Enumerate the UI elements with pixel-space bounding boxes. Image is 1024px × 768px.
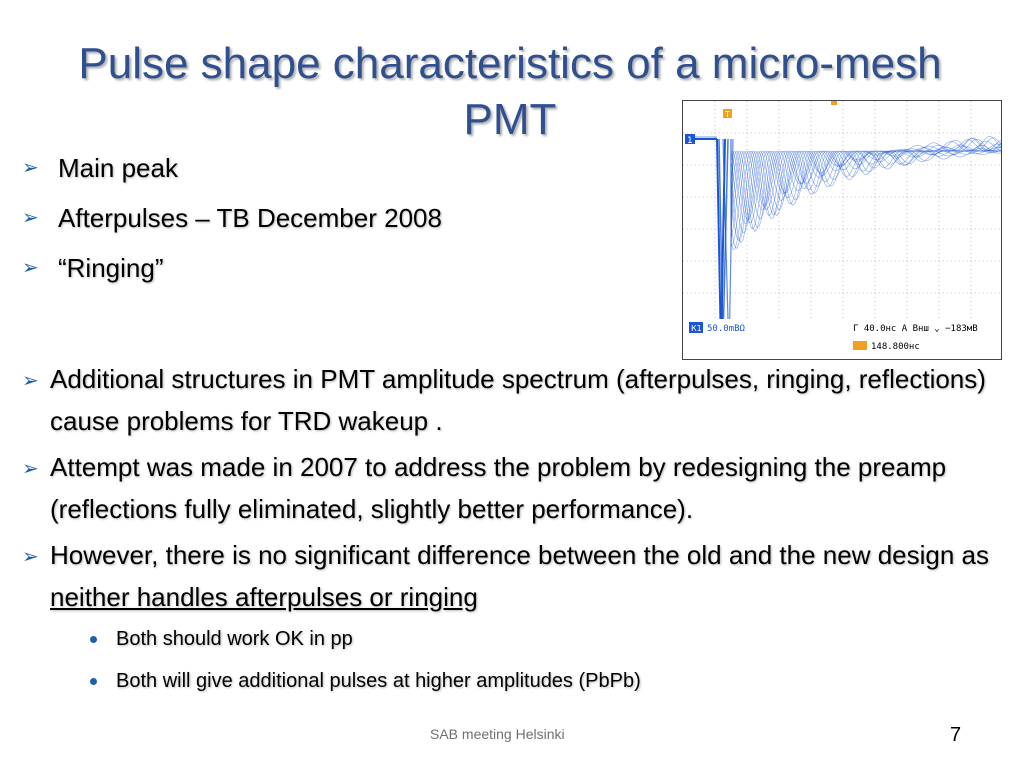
- page-number: 7: [950, 724, 962, 746]
- trigger-position-icon: [853, 341, 867, 350]
- list-item: ➢ “Ringing”: [22, 243, 662, 293]
- channel-label-badge: [689, 322, 703, 333]
- arrow-bullet-icon: ➢: [22, 546, 39, 568]
- channel-marker: 1: [687, 136, 693, 146]
- list-item: ➢ Additional structures in PMT amplitude …: [22, 358, 1022, 442]
- list-item: ➢ Main peak: [22, 143, 662, 193]
- bullet-text: Afterpulses – TB December 2008: [58, 203, 442, 233]
- list-item: ➢ Afterpulses – TB December 2008: [22, 193, 662, 243]
- dot-bullet-icon: [90, 636, 97, 643]
- channel-marker-icon: [685, 134, 695, 144]
- underlined-emphasis: neither handles afterpulses or ringing: [50, 582, 478, 612]
- arrow-bullet-icon: ➢: [22, 370, 39, 392]
- bullet-text: However, there is no significant differe…: [50, 540, 990, 570]
- arrow-bullet-icon: ➢: [22, 458, 39, 480]
- trigger-position-arrow-icon: [831, 101, 837, 105]
- trigger-marker-icon: [723, 109, 732, 118]
- scale-label: 50.0mВΩ: [707, 324, 746, 334]
- oscilloscope-trace-graphic: 1 T К1 50.0mВΩ Г 40.0нс А Внш ⌄ −183мВ 1…: [683, 101, 1002, 359]
- list-item: Both should work OK in pp: [86, 618, 1022, 660]
- arrow-bullet-icon: ➢: [22, 257, 39, 279]
- sub-bullet-list: Both should work OK in pp Both will give…: [86, 618, 1022, 702]
- list-item: Both will give additional pulses at high…: [86, 660, 1022, 702]
- bullet-text: Attempt was made in 2007 to address the …: [50, 452, 947, 524]
- trigger-marker: T: [724, 110, 730, 119]
- channel-label: К1: [691, 324, 702, 333]
- footer-text: SAB meeting Helsinki: [430, 726, 565, 742]
- trigger-position-label: 148.800нс: [871, 342, 920, 352]
- list-item: ➢ Attempt was made in 2007 to address the…: [22, 446, 1022, 530]
- dot-bullet-icon: [90, 678, 97, 685]
- list-item: ➢ However, there is no significant differ…: [22, 534, 1022, 702]
- sub-bullet-text: Both should work OK in pp: [116, 628, 353, 650]
- top-bullet-list: ➢ Main peak ➢ Afterpulses – TB December 20…: [22, 143, 662, 293]
- oscilloscope-screenshot: 1 T К1 50.0mВΩ Г 40.0нс А Внш ⌄ −183мВ 1…: [682, 100, 1002, 360]
- slide-title: Pulse shape characteristics of a micro-m…: [78, 39, 942, 144]
- oscilloscope-readout-panel: [683, 319, 1001, 359]
- sub-bullet-text: Both will give additional pulses at high…: [116, 670, 641, 692]
- bullet-text: “Ringing”: [58, 253, 164, 283]
- arrow-bullet-icon: ➢: [22, 207, 39, 229]
- arrow-bullet-icon: ➢: [22, 157, 39, 179]
- bullet-text: Main peak: [58, 153, 178, 183]
- timebase-label: Г 40.0нс А Внш ⌄ −183мВ: [853, 324, 978, 334]
- bullet-text: Additional structures in PMT amplitude s…: [50, 364, 986, 436]
- main-bullet-list: ➢ Additional structures in PMT amplitude …: [22, 358, 1022, 706]
- oscilloscope-grid: [683, 101, 1001, 359]
